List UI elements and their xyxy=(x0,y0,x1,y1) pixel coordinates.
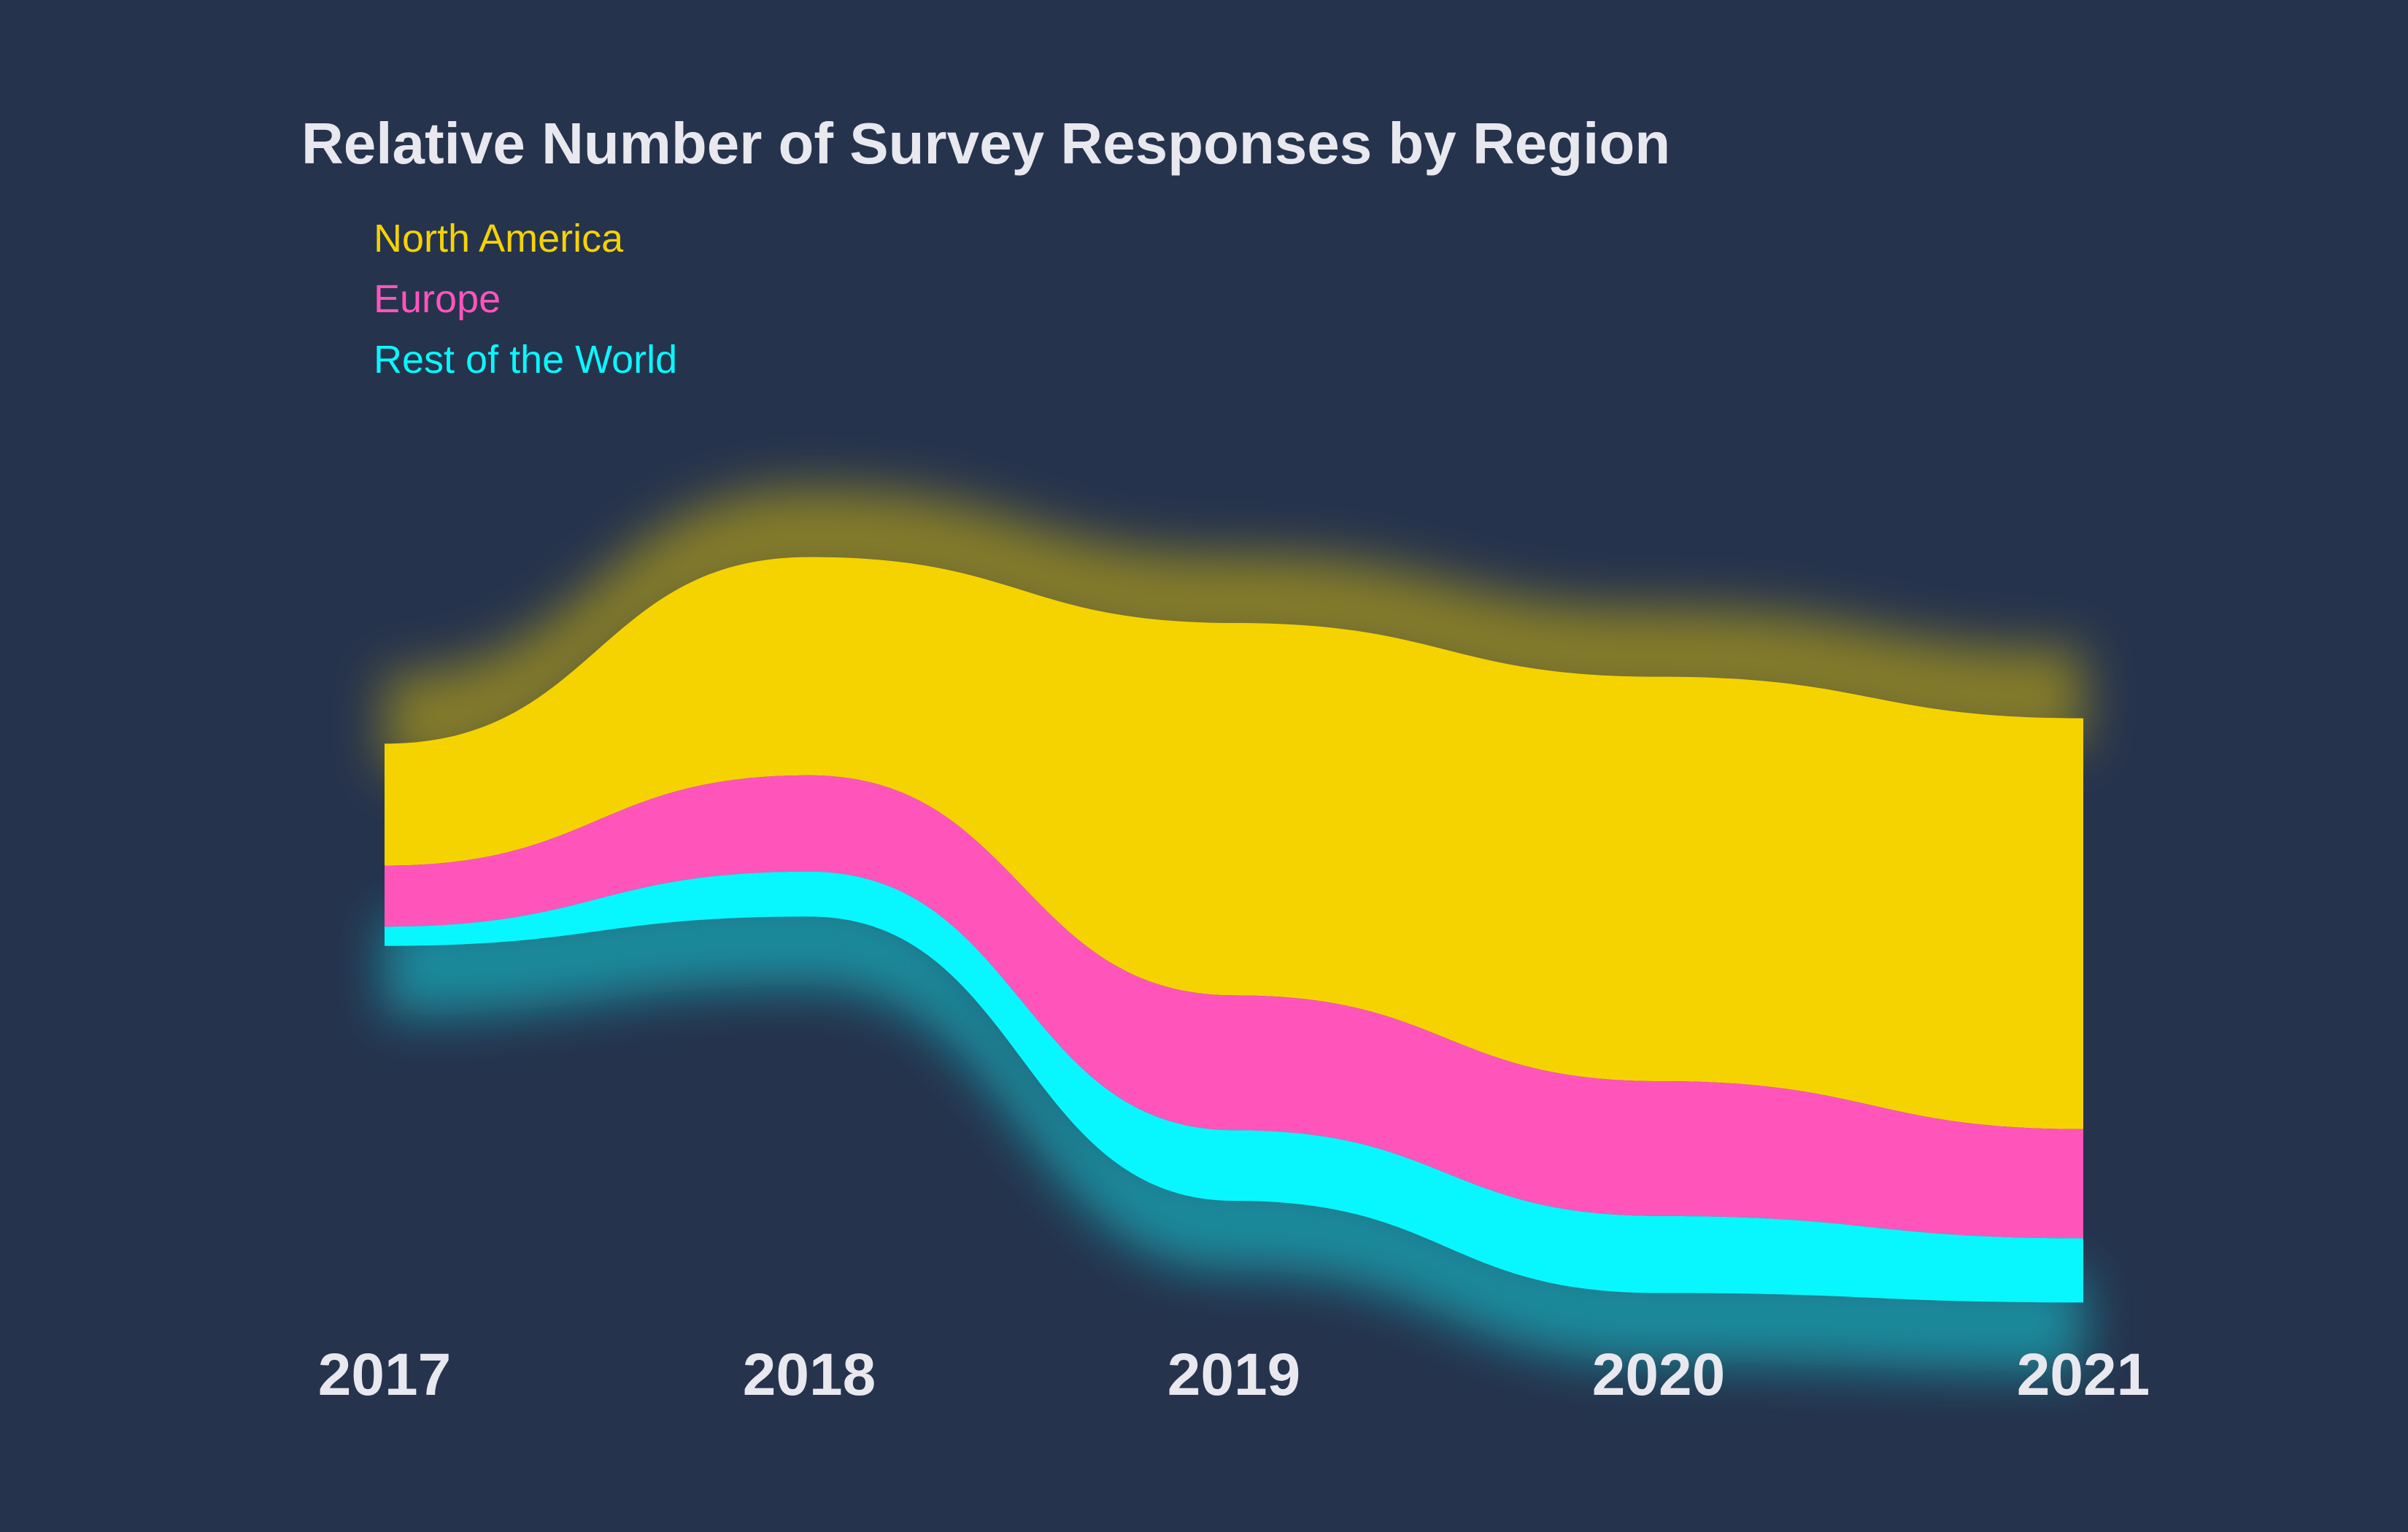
x-tick-label: 2020 xyxy=(1592,1342,1725,1408)
legend-item-north-america: North America xyxy=(374,217,624,260)
x-tick-label: 2018 xyxy=(743,1342,876,1408)
legend: North America Europe Rest of the World xyxy=(374,217,677,382)
legend-item-rest-of-the-world: Rest of the World xyxy=(374,338,677,382)
series-layer xyxy=(385,557,2083,1303)
series-europe xyxy=(385,775,2083,1239)
chart-title: Relative Number of Survey Responses by R… xyxy=(301,111,1670,176)
x-tick-label: 2017 xyxy=(318,1342,451,1408)
legend-item-europe: Europe xyxy=(374,277,501,321)
x-axis: 2017 2018 2019 2020 2021 xyxy=(318,1342,2150,1408)
series-north-america xyxy=(385,557,2083,1129)
x-tick-label: 2019 xyxy=(1168,1342,1300,1408)
x-tick-label: 2021 xyxy=(2017,1342,2150,1408)
series-rest-of-the-world xyxy=(385,871,2083,1303)
